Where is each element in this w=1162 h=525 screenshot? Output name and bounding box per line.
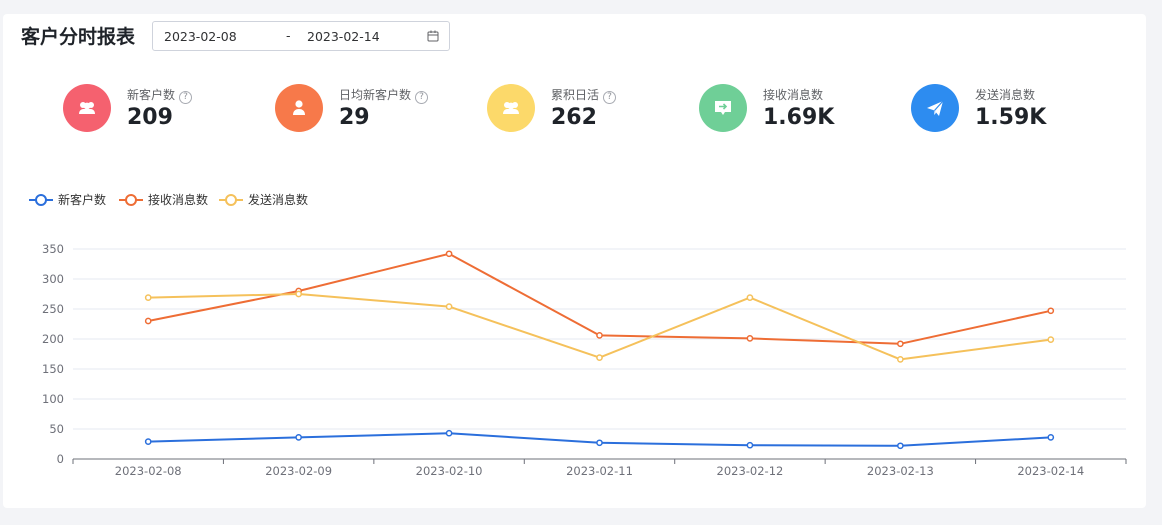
data-point <box>144 317 152 325</box>
stat-daily-avg-new-customers: 日均新客户数? 29 <box>275 84 475 134</box>
calendar-icon[interactable] <box>427 30 439 42</box>
help-icon[interactable]: ? <box>603 91 617 104</box>
stat-value: 262 <box>551 105 597 130</box>
help-icon[interactable]: ? <box>179 91 193 104</box>
legend-marker <box>125 194 137 206</box>
data-point <box>295 434 302 441</box>
stat-label: 日均新客户数? <box>339 86 429 104</box>
x-tick-label: 2023-02-13 <box>867 464 934 478</box>
series-line-2 <box>148 293 1051 361</box>
data-point <box>746 335 754 342</box>
y-tick-label: 0 <box>57 452 64 466</box>
x-tick-label: 2023-02-12 <box>717 464 784 478</box>
users-icon <box>79 102 95 114</box>
stat-icon-circle <box>63 84 111 132</box>
data-point <box>445 429 453 437</box>
stat-icon-circle <box>911 84 959 132</box>
y-tick-label: 100 <box>42 392 64 406</box>
data-point <box>445 303 453 310</box>
legend-item[interactable]: 新客户数 <box>29 192 106 207</box>
legend-marker <box>35 194 47 206</box>
stat-label: 接收消息数 <box>763 88 824 102</box>
data-point <box>144 294 152 301</box>
stat-label: 发送消息数 <box>975 88 1036 102</box>
legend-label: 发送消息数 <box>248 192 308 207</box>
stat-icon-circle <box>487 84 535 132</box>
legend-marker <box>225 194 237 206</box>
stat-value: 209 <box>127 105 173 130</box>
stat-new-customers: 新客户数? 209 <box>63 84 263 134</box>
stat-value: 29 <box>339 105 370 130</box>
stat-value: 1.69K <box>763 105 835 130</box>
data-point <box>1047 336 1055 343</box>
data-point <box>1047 434 1055 441</box>
legend-label: 新客户数 <box>58 192 106 207</box>
stat-icon-circle <box>275 84 323 132</box>
stat-label: 新客户数? <box>127 86 193 104</box>
page-title: 客户分时报表 <box>21 26 136 48</box>
data-point <box>445 250 453 258</box>
data-point <box>596 439 603 447</box>
legend-label: 接收消息数 <box>148 192 208 207</box>
stat-received-messages: 接收消息数 1.69K <box>699 84 899 134</box>
date-range-separator: - <box>286 28 291 43</box>
data-point <box>1047 307 1055 315</box>
data-point <box>295 290 302 298</box>
y-tick-label: 150 <box>42 362 64 376</box>
stat-sent-messages: 发送消息数 1.59K <box>911 84 1111 134</box>
x-tick-label: 2023-02-11 <box>566 464 633 478</box>
date-range-picker[interactable]: 2023-02-08 - 2023-02-14 <box>152 21 450 51</box>
user-icon <box>293 100 305 115</box>
data-point <box>897 356 904 363</box>
series-line-1 <box>148 252 1052 345</box>
stat-value: 1.59K <box>975 105 1047 130</box>
data-point <box>144 438 152 445</box>
stat-label: 累积日活? <box>551 86 617 104</box>
help-icon[interactable]: ? <box>415 91 429 104</box>
send-icon <box>927 100 944 116</box>
x-tick-label: 2023-02-10 <box>416 464 483 478</box>
date-end-input[interactable]: 2023-02-14 <box>307 29 380 44</box>
data-point <box>897 442 904 450</box>
y-tick-label: 200 <box>42 332 64 346</box>
message-in-icon <box>715 101 731 115</box>
y-tick-label: 350 <box>42 242 64 256</box>
y-tick-label: 300 <box>42 272 64 286</box>
y-tick-label: 50 <box>49 422 64 436</box>
y-tick-label: 250 <box>42 302 64 316</box>
data-point <box>897 340 904 348</box>
stat-icon-circle <box>699 84 747 132</box>
x-tick-label: 2023-02-08 <box>115 464 182 478</box>
legend-item[interactable]: 接收消息数 <box>119 192 208 207</box>
data-point <box>596 332 603 339</box>
x-tick-label: 2023-02-14 <box>1017 464 1084 478</box>
users-icon <box>503 102 519 114</box>
stat-cumulative-dau: 累积日活? 262 <box>487 84 687 134</box>
x-tick-label: 2023-02-09 <box>265 464 332 478</box>
legend-item[interactable]: 发送消息数 <box>219 192 308 207</box>
data-point <box>596 354 603 361</box>
data-point <box>746 441 754 449</box>
data-point <box>746 294 754 301</box>
date-start-input[interactable]: 2023-02-08 <box>164 29 237 44</box>
